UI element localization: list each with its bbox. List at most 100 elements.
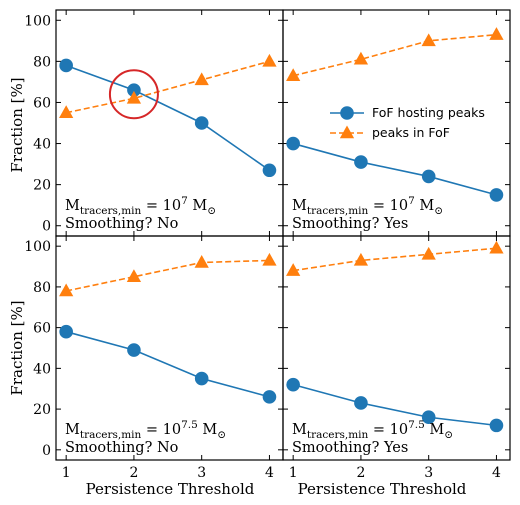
x-tick-label: 4 [265,465,274,481]
data-point-peaks-in-fof [194,254,209,268]
data-point-fof-hosting-peaks [59,58,73,73]
x-tick-label: 1 [289,465,298,481]
solar-subscript: ⊙ [444,429,453,441]
legend-marker-circle [340,106,354,120]
solar-mass-symbol: M [425,422,445,438]
mass-subscript: tracers,min [307,429,369,441]
legend-marker-triangle [339,125,355,139]
data-point-fof-hosting-peaks [489,418,504,433]
equals-text: = 10 [141,198,181,214]
smoothing-label: Smoothing? Yes [292,440,408,456]
y-axis-label-top: Fraction [%] [8,77,26,172]
y-tick-label: 20 [33,402,51,418]
series-line-peaks-in-fof [292,33,497,77]
y-tick-label: 0 [42,443,51,459]
mass-threshold-label: Mtracers,min = 107.5 M⊙ [292,419,453,441]
solar-mass-symbol: M [188,198,208,214]
data-point-peaks-in-fof [59,105,74,118]
data-point-peaks-in-fof [262,252,277,266]
highlight-circle [108,69,159,120]
mass-threshold-label: Mtracers,min = 107 M⊙ [65,195,216,217]
y-tick-label: 60 [33,95,51,111]
exponent: 7.5 [181,419,198,431]
y-tick-label: 40 [33,361,51,377]
mass-symbol: M [65,422,80,438]
data-point-peaks-in-fof [262,53,277,67]
x-tick-label: 1 [62,465,71,481]
data-point-peaks-in-fof [286,68,301,81]
data-point-fof-hosting-peaks [354,396,368,410]
data-point-peaks-in-fof [353,51,369,65]
data-point-fof-hosting-peaks [286,136,300,151]
series-line-fof-hosting-peaks [65,330,270,398]
exponent: 7 [181,195,188,207]
smoothing-label: Smoothing? No [65,216,178,232]
x-tick-label: 3 [424,465,433,481]
x-axis-label-right: Persistence Threshold [298,480,467,498]
series-line-peaks-in-fof [293,247,497,272]
data-point-peaks-in-fof [286,263,301,276]
exponent: 7 [408,195,415,207]
data-point-peaks-in-fof [421,33,436,47]
mass-subscript: tracers,min [307,205,369,217]
smoothing-label: Smoothing? No [65,440,178,456]
data-point-fof-hosting-peaks [262,163,277,178]
y-tick-label: 80 [33,54,51,70]
y-tick-label: 20 [33,178,51,194]
solar-subscript: ⊙ [207,205,216,217]
equals-text: = 10 [368,198,408,214]
data-point-fof-hosting-peaks [354,155,368,169]
data-point-fof-hosting-peaks [127,83,141,97]
series-line-fof-hosting-peaks [65,64,270,171]
panel-top-right: Mtracers,min = 107 M⊙Smoothing? Yes [282,9,511,237]
y-tick-label: 100 [24,239,51,255]
data-point-fof-hosting-peaks [286,377,300,392]
x-axis-label-left: Persistence Threshold [86,480,255,498]
exponent: 7.5 [408,419,425,431]
data-point-peaks-in-fof [421,246,436,260]
series-line-peaks-in-fof [65,259,270,292]
data-point-fof-hosting-peaks [421,410,436,425]
series-line-fof-hosting-peaks [292,142,497,196]
legend-label: peaks in FoF [372,125,450,140]
data-point-peaks-in-fof [489,27,504,40]
data-point-peaks-in-fof [194,72,209,86]
axes-frame [282,235,511,461]
mass-subscript: tracers,min [80,205,142,217]
solar-mass-symbol: M [198,422,218,438]
x-tick-label: 2 [129,465,138,481]
x-tick-label: 4 [492,465,501,481]
y-tick-label: 100 [24,13,51,29]
data-point-peaks-in-fof [126,90,142,104]
panel-bottom-left: 0 20 40 60 80 100 1 2 3 4 Mtracers,min = 107.5 M⊙S… [24,235,284,481]
equals-text: = 10 [368,422,408,438]
mass-symbol: M [292,198,307,214]
mass-symbol: M [65,198,80,214]
data-point-fof-hosting-peaks [127,343,141,357]
y-tick-label: 0 [42,219,51,235]
x-tick-label: 2 [356,465,365,481]
x-tick-label: 3 [197,465,206,481]
y-axis-label-bottom: Fraction [%] [8,300,26,395]
data-point-fof-hosting-peaks [489,188,504,202]
solar-mass-symbol: M [415,198,435,214]
legend: FoF hosting peaks peaks in FoF [330,105,485,140]
data-point-peaks-in-fof [126,269,142,282]
smoothing-label: Smoothing? Yes [292,216,408,232]
mass-threshold-label: Mtracers,min = 107.5 M⊙ [65,419,226,441]
y-tick-label: 60 [33,321,51,337]
data-point-peaks-in-fof [489,240,504,254]
solar-subscript: ⊙ [217,429,226,441]
y-tick-label: 80 [33,280,51,296]
equals-text: = 10 [141,422,181,438]
data-point-fof-hosting-peaks [194,371,209,386]
data-point-peaks-in-fof [59,283,74,297]
data-point-fof-hosting-peaks [262,390,277,404]
mass-symbol: M [292,422,307,438]
legend-label: FoF hosting peaks [372,105,485,120]
solar-subscript: ⊙ [434,205,443,217]
series-line-peaks-in-fof [65,60,270,114]
